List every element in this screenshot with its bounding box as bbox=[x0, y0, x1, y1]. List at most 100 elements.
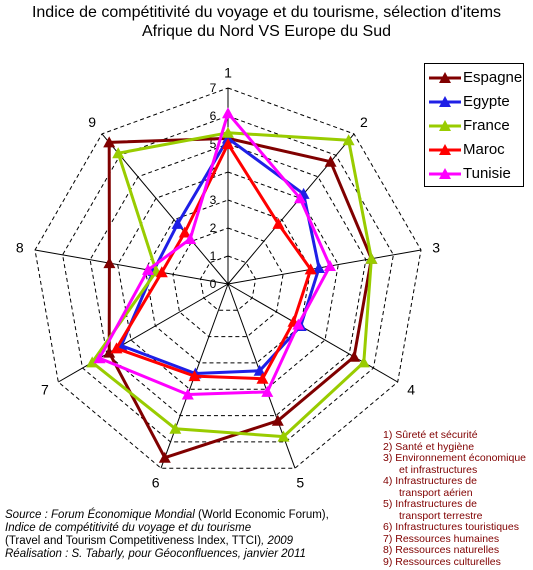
marker-france-axis-3 bbox=[365, 252, 378, 264]
source-line1-italic: Source : Forum Économique Mondial bbox=[5, 509, 195, 521]
series-line-egypte bbox=[119, 136, 321, 375]
source-line2: Indice de compétitivité du voyage et du … bbox=[5, 522, 252, 534]
axis-spoke-4 bbox=[227, 283, 398, 383]
axis-spoke-8 bbox=[34, 249, 229, 285]
axis-label-8: 8 bbox=[16, 239, 24, 255]
marker-maroc-axis-8 bbox=[155, 266, 168, 278]
grid-ring-1 bbox=[199, 255, 257, 311]
legend-label-espagne: Espagne bbox=[463, 69, 523, 86]
legend-label-egypte: Egypte bbox=[463, 93, 510, 110]
legend-swatch-maroc bbox=[429, 144, 461, 155]
marker-egypte-axis-3 bbox=[313, 262, 325, 273]
axis-note-5: 5) Infrastructures de bbox=[383, 498, 477, 510]
axis-label-3: 3 bbox=[432, 239, 440, 255]
axis-note-3-cont: et infrastructures bbox=[399, 463, 478, 476]
grid-ring-2 bbox=[172, 227, 284, 338]
grid-ring-4 bbox=[117, 171, 339, 390]
legend-label-france: France bbox=[463, 117, 510, 134]
legend-item-egypte: Egypte bbox=[425, 90, 523, 114]
marker-france-axis-1 bbox=[222, 126, 234, 138]
marker-maroc-axis-7 bbox=[110, 342, 123, 354]
axis-note-6: 6) Infrastructures touristiques bbox=[383, 521, 519, 533]
marker-espagne-axis-2 bbox=[324, 155, 337, 167]
axis-label-7: 7 bbox=[41, 382, 49, 398]
marker-maroc-axis-2 bbox=[272, 217, 285, 229]
marker-tunisie-axis-5 bbox=[261, 385, 274, 397]
marker-espagne-axis-9 bbox=[103, 136, 116, 148]
marker-france-axis-6 bbox=[169, 422, 182, 434]
axis-spoke-9 bbox=[101, 133, 229, 285]
axis-note-2: 2) Santé et hygiène bbox=[383, 440, 475, 453]
marker-france-axis-2 bbox=[342, 134, 355, 146]
marker-espagne-axis-5 bbox=[271, 414, 284, 426]
series-line-espagne bbox=[107, 136, 373, 460]
legend-label-maroc: Maroc bbox=[463, 141, 505, 158]
marker-maroc-axis-5 bbox=[256, 372, 269, 384]
axis-note-3: 3) Environnement économique bbox=[383, 452, 527, 464]
legend-item-france: France bbox=[425, 114, 523, 138]
marker-tunisie-axis-1 bbox=[222, 107, 234, 119]
marker-espagne-axis-8 bbox=[103, 257, 116, 269]
marker-france-axis-9 bbox=[112, 147, 125, 159]
legend: Espagne Egypte France Maroc Tunisie bbox=[424, 63, 524, 187]
scale-tick-0: 0 bbox=[210, 277, 217, 291]
axis-note-4-cont: transport aérien bbox=[399, 486, 473, 499]
legend-item-maroc: Maroc bbox=[425, 138, 523, 162]
marker-maroc-axis-9 bbox=[178, 226, 191, 238]
scale-tick-6: 6 bbox=[210, 109, 217, 123]
axis-spoke-3 bbox=[227, 249, 422, 285]
marker-tunisie-axis-2 bbox=[294, 192, 306, 204]
axis-note-8: 8) Ressources naturelles bbox=[383, 544, 500, 556]
scale-tick-5: 5 bbox=[210, 137, 217, 151]
legend-swatch-tunisie bbox=[429, 168, 461, 179]
axis-label-6: 6 bbox=[152, 475, 160, 491]
axis-note-9: 9) Ressources culturelles bbox=[383, 555, 501, 568]
legend-swatch-espagne bbox=[429, 72, 461, 83]
legend-item-tunisie: Tunisie bbox=[425, 162, 523, 186]
source-note: Source : Forum Économique Mondial (World… bbox=[5, 509, 385, 561]
axis-note-4: 4) Infrastructures de bbox=[383, 475, 477, 487]
source-line3-italic: , 2009 bbox=[261, 535, 294, 547]
marker-espagne-axis-7 bbox=[103, 346, 116, 358]
marker-tunisie-axis-8 bbox=[142, 263, 154, 275]
series-line-tunisie bbox=[98, 111, 332, 396]
source-line1-normal: (World Economic Forum), bbox=[194, 509, 329, 521]
legend-item-espagne: Espagne bbox=[425, 66, 523, 90]
scale-tick-1: 1 bbox=[210, 249, 217, 263]
legend-swatch-egypte bbox=[429, 96, 461, 107]
chart-title-line1: Indice de compétitivité du voyage et du … bbox=[31, 4, 502, 21]
grid-ring-5 bbox=[89, 143, 367, 417]
axis-spoke-7 bbox=[58, 283, 229, 383]
marker-maroc-axis-1 bbox=[222, 138, 234, 149]
marker-france-axis-4 bbox=[357, 356, 370, 368]
marker-tunisie-axis-6 bbox=[181, 388, 194, 400]
scale-tick-3: 3 bbox=[210, 193, 217, 207]
marker-espagne-axis-4 bbox=[348, 350, 361, 362]
marker-tunisie-axis-9 bbox=[184, 233, 197, 244]
axis-note-5-cont: transport terrestre bbox=[399, 509, 483, 522]
marker-espagne-axis-6 bbox=[158, 451, 171, 463]
marker-egypte-axis-1 bbox=[222, 132, 234, 144]
marker-france-axis-7 bbox=[86, 356, 99, 368]
legend-label-tunisie: Tunisie bbox=[463, 165, 511, 182]
scale-tick-7: 7 bbox=[210, 81, 217, 95]
axis-label-5: 5 bbox=[296, 475, 304, 491]
grid-ring-6 bbox=[62, 115, 394, 443]
axis-note-1: 1) Sûreté et sécurité bbox=[383, 429, 478, 441]
marker-maroc-axis-3 bbox=[304, 263, 317, 275]
marker-egypte-axis-9 bbox=[171, 217, 184, 229]
axis-label-1: 1 bbox=[224, 65, 232, 81]
axis-notes: 1) Sûreté et sécurité 2) Santé et hygièn… bbox=[383, 429, 531, 568]
scale-tick-2: 2 bbox=[210, 221, 217, 235]
chart-title-line2: Afrique du Nord VS Europe du Sud bbox=[141, 23, 392, 40]
source-line4: Réalisation : S. Tabarly, pour Géoconflu… bbox=[5, 548, 306, 560]
axis-label-2: 2 bbox=[360, 114, 368, 130]
marker-tunisie-axis-7 bbox=[93, 352, 106, 364]
legend-swatch-france bbox=[429, 120, 461, 131]
axis-note-7: 7) Ressources humaines bbox=[383, 532, 500, 545]
grid-ring-7 bbox=[34, 87, 422, 469]
axis-spoke-2 bbox=[227, 133, 355, 285]
axis-label-4: 4 bbox=[407, 382, 415, 398]
source-line3-normal: (Travel and Tourism Competitiveness Inde… bbox=[5, 535, 262, 547]
